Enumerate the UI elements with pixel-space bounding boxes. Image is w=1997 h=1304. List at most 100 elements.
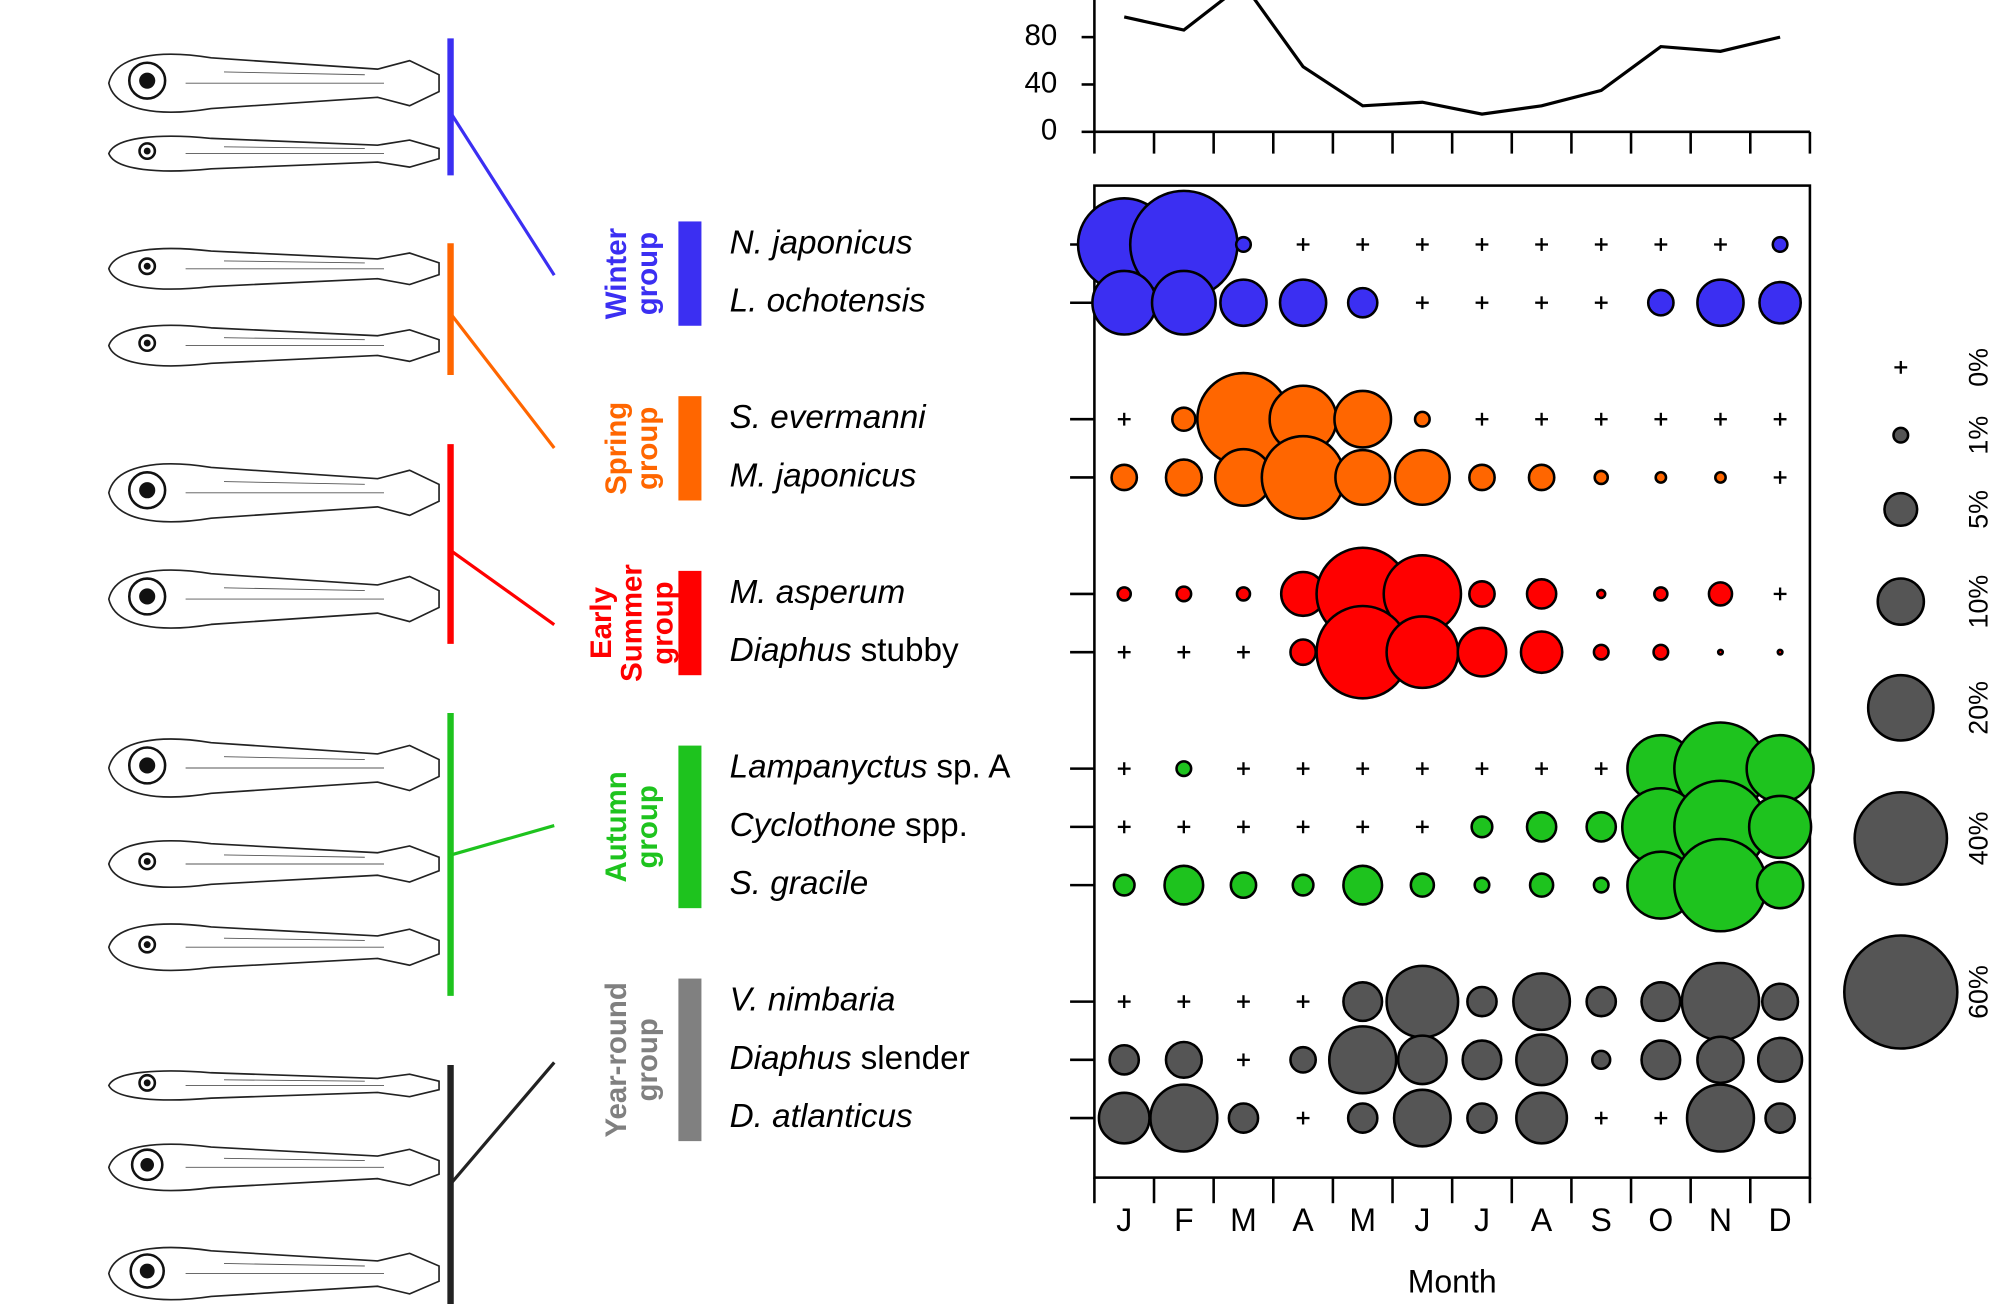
zero-marker: [1177, 820, 1190, 833]
zero-marker: [1237, 762, 1250, 775]
zero-marker: [1297, 762, 1310, 775]
species-italic: L. ochotensis: [730, 283, 926, 320]
zero-marker: [1714, 238, 1727, 251]
legend-label: 10%: [1963, 575, 1993, 629]
species-label: L. ochotensis: [730, 283, 926, 320]
bubble: [1463, 1041, 1502, 1080]
fish-pupil: [144, 148, 151, 155]
zero-marker: [1177, 995, 1190, 1008]
bubble: [1150, 1085, 1217, 1152]
figure-body: 04080120JFMAMJJASONDMonthN. japonicusL. …: [109, 0, 1993, 1304]
bubble: [1758, 1038, 1802, 1082]
bubble: [1516, 1093, 1567, 1144]
group-label: Autumngroup: [600, 771, 664, 882]
legend-bubble: [1844, 935, 1957, 1048]
group-label-line: Autumn: [600, 771, 633, 882]
legend-label: 5%: [1963, 490, 1993, 529]
bubble: [1469, 465, 1494, 490]
fish-connector: [451, 826, 555, 855]
zero-marker: [1654, 413, 1667, 426]
zero-marker: [1595, 762, 1608, 775]
fish-drawing: [109, 325, 439, 366]
zero-marker: [1595, 238, 1608, 251]
fish-drawing: [109, 464, 439, 522]
bubble: [1687, 1085, 1754, 1152]
zero-marker: [1535, 296, 1548, 309]
fish-drawing: [109, 136, 439, 171]
fish-drawing: [109, 54, 439, 112]
bubble: [1387, 966, 1458, 1037]
bubble: [1697, 280, 1743, 326]
bubble: [1335, 450, 1390, 505]
bubble: [1594, 645, 1609, 660]
bubble: [1398, 1036, 1446, 1084]
zero-marker: [1476, 296, 1489, 309]
zero-marker: [1595, 296, 1608, 309]
zero-marker: [1535, 413, 1548, 426]
bubble: [1290, 640, 1315, 665]
bubble: [1329, 1026, 1396, 1093]
species-italic: V. nimbaria: [730, 981, 896, 1018]
zero-marker: [1356, 238, 1369, 251]
bubble: [1165, 866, 1204, 905]
fish-pupil: [144, 858, 151, 865]
bubble: [1348, 288, 1377, 317]
bubble: [1177, 761, 1192, 776]
zero-marker: [1297, 238, 1310, 251]
bubble: [1642, 982, 1681, 1021]
zero-marker: [1416, 762, 1429, 775]
species-italic: Diaphus: [730, 632, 852, 669]
bubble: [1092, 271, 1156, 335]
fish-pupil: [144, 1079, 151, 1086]
species-italic: M. japonicus: [730, 457, 917, 494]
bubble: [1594, 878, 1609, 893]
data-line: [1124, 0, 1780, 114]
fish-pupil: [140, 1264, 155, 1279]
bubble: [1595, 471, 1608, 484]
zero-marker: [1118, 820, 1131, 833]
bubble: [1387, 616, 1458, 687]
bubble: [1229, 1103, 1258, 1132]
y-tick-label: 120: [1008, 0, 1057, 5]
species-label: N. japonicus: [730, 224, 913, 261]
bubble: [1262, 436, 1345, 519]
legend-bubble: [1878, 579, 1924, 625]
zero-marker: [1297, 820, 1310, 833]
species-label: M. asperum: [730, 574, 906, 611]
x-tick-label: J: [1414, 1202, 1430, 1238]
bubble: [1762, 984, 1798, 1020]
bubble: [1237, 587, 1250, 600]
fish-pupil: [144, 941, 151, 948]
bubble: [1527, 579, 1556, 608]
bubble: [1415, 412, 1430, 427]
zero-marker: [1476, 762, 1489, 775]
species-italic: Lampanyctus: [730, 748, 928, 785]
species-label: S. evermanni: [730, 399, 928, 436]
bubble: [1458, 628, 1506, 676]
group-label-line: group: [631, 785, 664, 868]
fish-drawing: [109, 1144, 439, 1190]
species-label: S. gracile: [730, 865, 869, 902]
x-tick-label: A: [1292, 1202, 1314, 1238]
fish-pupil: [139, 482, 155, 498]
legend-label: 20%: [1963, 681, 1993, 735]
fish-connector: [451, 550, 555, 624]
bubble: [1709, 582, 1732, 605]
group-bar: [678, 979, 701, 1142]
species-italic: Cyclothone: [730, 807, 896, 844]
group-label-line: group: [631, 232, 664, 315]
fish-illustrations: [109, 54, 439, 1299]
zero-marker: [1654, 238, 1667, 251]
zero-marker: [1774, 413, 1787, 426]
bubble: [1334, 391, 1391, 448]
x-tick-label: F: [1174, 1202, 1194, 1238]
group-label: Year-roundgroup: [600, 982, 664, 1137]
zero-marker: [1177, 646, 1190, 659]
species-plain: sp. A: [936, 748, 1011, 785]
group-label-line: group: [631, 1018, 664, 1101]
species-italic: D. atlanticus: [730, 1098, 913, 1135]
species-italic: N. japonicus: [730, 224, 913, 261]
